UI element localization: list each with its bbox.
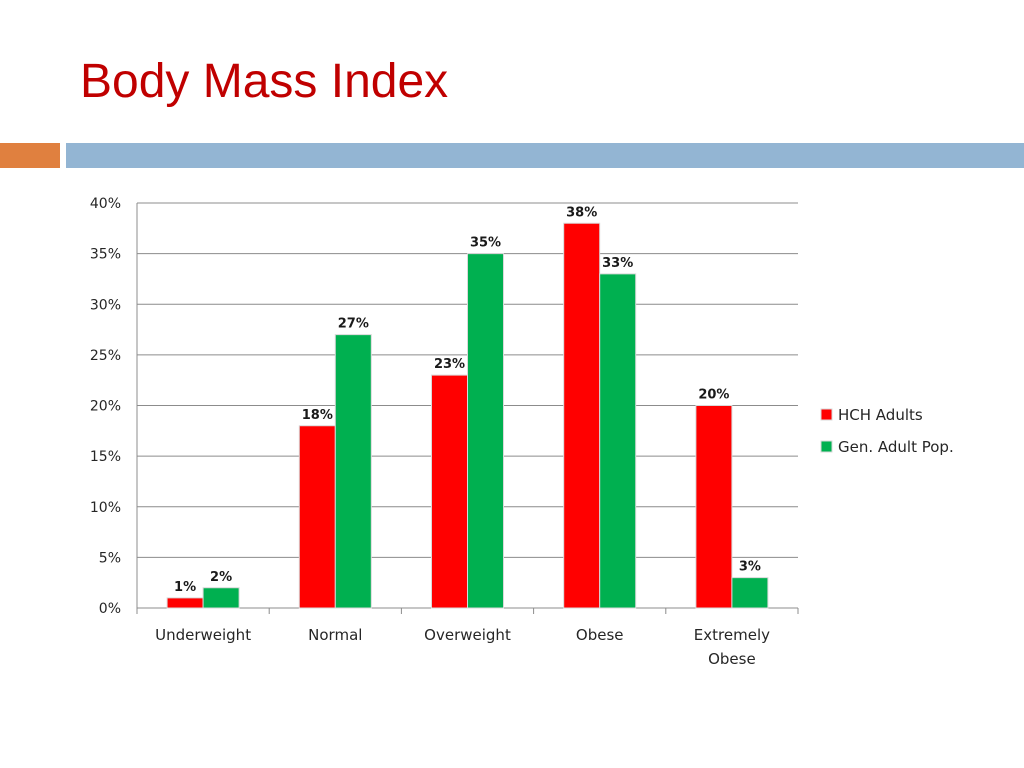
slide-title: Body Mass Index	[80, 55, 449, 108]
data-label: 1%	[174, 580, 196, 595]
y-tick-label: 35%	[90, 247, 121, 263]
bar-gen-adult-pop	[599, 273, 637, 609]
bar-gen-adult-pop	[731, 577, 769, 609]
title-accent-block	[0, 143, 60, 168]
bar-gen-adult-pop	[202, 587, 240, 609]
bars	[166, 222, 769, 609]
y-tick-label: 15%	[90, 449, 121, 465]
bar-hch-adults	[298, 425, 336, 609]
data-label: 23%	[434, 357, 465, 372]
axes: 0% 5% 10% 15% 20% 25% 30% 35% 40% Underweight Norm…	[90, 196, 799, 668]
legend-label: Gen. Adult Pop.	[838, 438, 954, 456]
x-category-label: Obese	[708, 650, 756, 668]
data-label: 35%	[470, 236, 501, 251]
data-label: 18%	[302, 408, 333, 423]
title-rule-bar	[66, 143, 1024, 168]
bar-hch-adults	[563, 222, 601, 609]
data-label: 27%	[338, 317, 369, 332]
y-tick-label: 25%	[90, 348, 121, 364]
x-category-label: Obese	[576, 626, 624, 644]
y-tick-label: 40%	[90, 196, 121, 212]
data-label: 20%	[698, 388, 729, 403]
y-tick-label: 10%	[90, 500, 121, 516]
bar-gen-adult-pop	[334, 334, 372, 609]
data-label: 2%	[210, 570, 232, 585]
legend-swatch	[820, 408, 833, 421]
bar-hch-adults	[166, 597, 204, 609]
bar-hch-adults	[695, 405, 733, 609]
x-category-label: Overweight	[424, 626, 511, 644]
bar-hch-adults	[431, 374, 468, 609]
legend-swatch	[820, 440, 833, 453]
y-tick-label: 30%	[90, 297, 121, 313]
x-category-label: Extremely	[694, 626, 770, 644]
data-labels: 1% 18% 23% 38% 20% 2% 27% 35% 33% 3%	[174, 205, 761, 595]
x-category-label: Normal	[308, 626, 362, 644]
data-label: 33%	[602, 256, 633, 271]
x-category-label: Underweight	[155, 626, 251, 644]
data-label: 38%	[566, 205, 597, 220]
y-tick-label: 0%	[99, 601, 121, 617]
legend-label: HCH Adults	[838, 406, 923, 424]
y-tick-label: 5%	[99, 550, 121, 566]
bar-gen-adult-pop	[467, 253, 504, 609]
data-label: 3%	[739, 560, 761, 575]
legend: HCH Adults Gen. Adult Pop.	[820, 406, 954, 456]
y-tick-label: 20%	[90, 399, 121, 415]
